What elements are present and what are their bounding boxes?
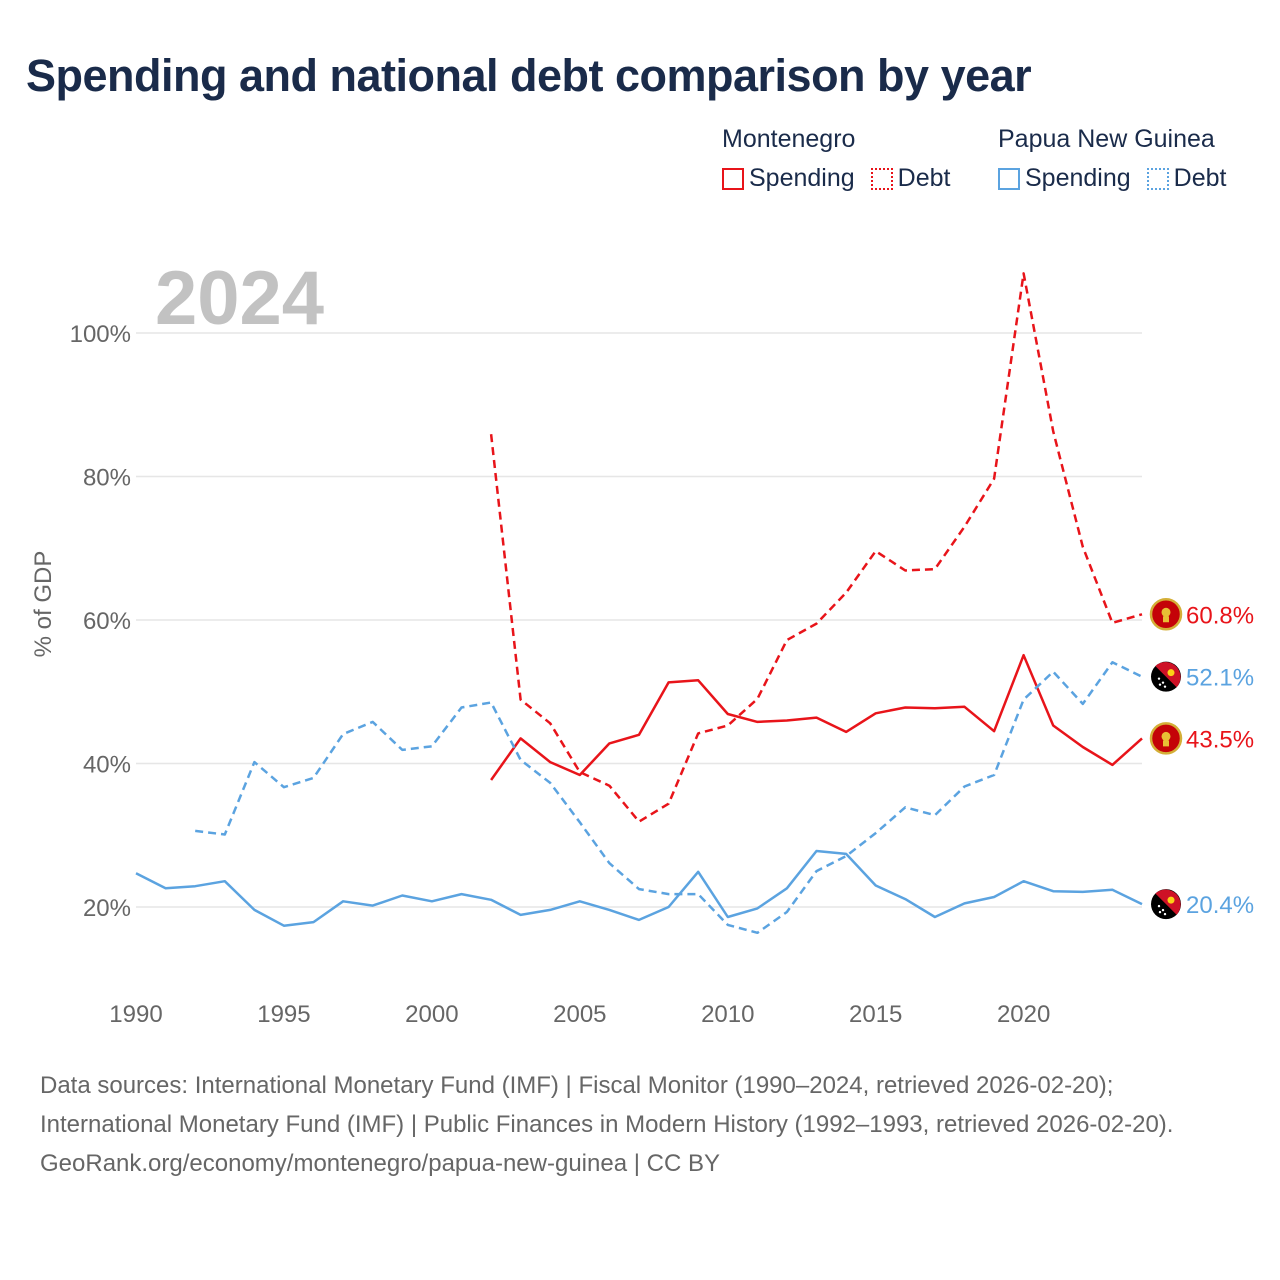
legend-png-debt-label: Debt <box>1173 164 1227 192</box>
legend-group-montenegro: Montenegro <box>722 125 856 153</box>
footer: Data sources: International Monetary Fun… <box>40 1066 1240 1183</box>
legend-montenegro-spending-label: Spending <box>749 164 855 192</box>
legend-montenegro: Montenegro Spending Debt <box>722 122 950 193</box>
x-tick-label: 2020 <box>997 1001 1050 1028</box>
montenegro-flag-icon <box>1149 722 1183 755</box>
montenegro-flag-icon <box>1149 598 1183 631</box>
dotted-line-swatch-icon <box>1146 167 1169 190</box>
y-axis-ticks: 20% 40% 60% 80% 100% <box>70 321 131 922</box>
y-tick-label: 100% <box>70 321 131 348</box>
papua-new-guinea-flag-icon <box>1151 889 1181 920</box>
legend-montenegro-spending[interactable]: Spending <box>722 164 855 193</box>
series-lines <box>135 272 1143 935</box>
end-value-label: 52.1% <box>1186 665 1254 692</box>
legend-group-papua-new-guinea: Papua New Guinea <box>998 125 1215 153</box>
y-tick-label: 40% <box>83 752 131 779</box>
x-axis-ticks: 1990 1995 2000 2005 2010 2015 2020 <box>109 1001 1050 1028</box>
x-tick-label: 2005 <box>553 1001 606 1028</box>
legend-papua-new-guinea: Papua New Guinea Spending Debt <box>998 122 1226 193</box>
legend-png-debt[interactable]: Debt <box>1146 164 1227 193</box>
line-chart: 2024 20% 40% 60% 80% 100% 1990 1995 2000 2005 20… <box>30 256 1254 1028</box>
solid-line-swatch-icon <box>722 167 744 190</box>
year-watermark: 2024 <box>155 256 324 341</box>
dotted-line-swatch-icon <box>870 167 893 190</box>
grid-lines <box>136 332 1142 908</box>
papua-new-guinea-flag-icon <box>1151 661 1181 692</box>
solid-line-swatch-icon <box>998 167 1020 190</box>
data-sources: Data sources: International Monetary Fun… <box>40 1072 1174 1138</box>
credit-link[interactable]: GeoRank.org/economy/montenegro/papua-new… <box>40 1150 720 1177</box>
end-value-label: 43.5% <box>1186 726 1254 753</box>
y-axis-label: % of GDP <box>30 551 57 658</box>
x-tick-label: 1990 <box>109 1001 162 1028</box>
legend-png-spending-label: Spending <box>1025 164 1131 192</box>
series-line <box>490 653 1143 781</box>
series-line <box>135 849 1143 927</box>
series-line <box>489 272 1143 823</box>
y-tick-label: 80% <box>83 465 131 492</box>
x-tick-label: 2000 <box>405 1001 458 1028</box>
x-tick-label: 2015 <box>849 1001 902 1028</box>
chart-title: Spending and national debt comparison by… <box>26 50 1032 101</box>
end-value-label: 60.8% <box>1186 602 1254 629</box>
end-markers: 43.5% 60.8% 20.4% 52.1% <box>1149 598 1254 920</box>
x-tick-label: 1995 <box>257 1001 310 1028</box>
legend-montenegro-debt-label: Debt <box>897 164 951 192</box>
series-line <box>195 661 1143 935</box>
end-value-label: 20.4% <box>1186 892 1254 919</box>
x-tick-label: 2010 <box>701 1001 754 1028</box>
legend-png-spending[interactable]: Spending <box>998 164 1131 193</box>
y-tick-label: 20% <box>83 895 131 922</box>
legend-montenegro-debt[interactable]: Debt <box>870 164 951 193</box>
y-tick-label: 60% <box>83 608 131 635</box>
